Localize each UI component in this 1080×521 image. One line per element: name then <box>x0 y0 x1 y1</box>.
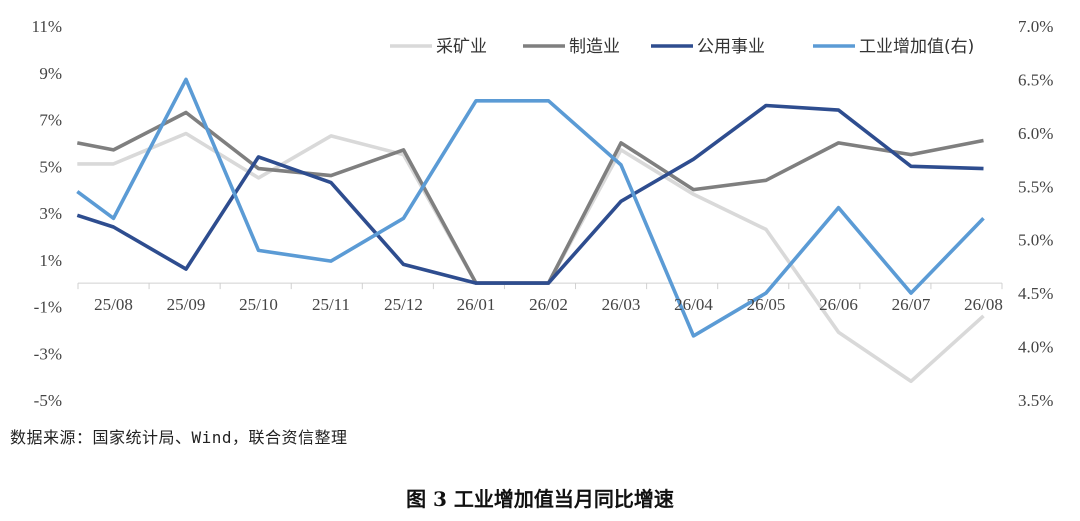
right-tick-label: 3.5% <box>1018 391 1053 410</box>
x-tick-label: 25/09 <box>167 295 206 314</box>
right-tick-label: 7.0% <box>1018 17 1053 36</box>
series-line-1 <box>76 110 984 285</box>
left-tick-label: 3% <box>39 204 62 223</box>
legend: 采矿业 制造业 公用事业 工业增加值(右) <box>390 37 974 57</box>
right-tick-label: 5.0% <box>1018 231 1053 250</box>
left-tick-label: -1% <box>34 298 62 317</box>
x-tick-label: 26/05 <box>747 295 786 314</box>
x-tick-label: 26/08 <box>964 295 1003 314</box>
legend-label: 公用事业 <box>697 37 765 57</box>
x-tick-label: 26/04 <box>674 295 713 314</box>
left-tick-label: 1% <box>39 251 62 270</box>
line-chart: 11% 9% 7% 5% 3% 1% -1% -3% -5% 7.0% 6.5% 6.0% 5.5% 5… <box>31 17 1053 410</box>
x-tick-label: 26/02 <box>529 295 568 314</box>
right-tick-label: 4.0% <box>1018 338 1053 357</box>
left-tick-label: 11% <box>31 17 62 36</box>
left-axis-ticks: 11% 9% 7% 5% 3% 1% -1% -3% -5% <box>31 17 62 410</box>
x-tick-label: 25/10 <box>239 295 278 314</box>
x-tick-label: 25/08 <box>94 295 133 314</box>
left-tick-label: -3% <box>34 344 62 363</box>
x-axis-labels: 25/08 25/09 25/10 25/11 25/12 26/01 26/02 26/03… <box>94 295 1003 314</box>
right-tick-label: 5.5% <box>1018 177 1053 196</box>
left-tick-label: 7% <box>39 111 62 130</box>
left-tick-label: 9% <box>39 64 62 83</box>
series-line-3 <box>76 77 985 338</box>
legend-label: 工业增加值(右) <box>859 37 974 57</box>
legend-label: 制造业 <box>569 37 620 57</box>
right-axis-ticks: 7.0% 6.5% 6.0% 5.5% 5.0% 4.5% 4.0% 3.5% <box>1018 17 1053 410</box>
x-tick-label: 26/03 <box>602 295 641 314</box>
source-note: 数据来源：国家统计局、Wind，联合资信整理 <box>10 428 348 447</box>
series-line-2 <box>76 103 984 285</box>
x-axis-tick-marks <box>77 283 1003 290</box>
left-tick-label: -5% <box>34 391 62 410</box>
right-tick-label: 4.5% <box>1018 284 1053 303</box>
right-tick-label: 6.5% <box>1018 70 1053 89</box>
x-tick-label: 25/11 <box>312 295 350 314</box>
legend-label: 采矿业 <box>436 37 487 57</box>
series-line-0 <box>77 131 985 384</box>
figure-caption: 图 3 工业增加值当月同比增速 <box>406 487 674 511</box>
x-tick-label: 26/01 <box>457 295 496 314</box>
series-lines <box>76 77 985 384</box>
left-tick-label: 5% <box>39 157 62 176</box>
x-tick-label: 25/12 <box>384 295 423 314</box>
x-tick-label: 26/06 <box>819 295 858 314</box>
right-tick-label: 6.0% <box>1018 124 1053 143</box>
x-tick-label: 26/07 <box>892 295 931 314</box>
